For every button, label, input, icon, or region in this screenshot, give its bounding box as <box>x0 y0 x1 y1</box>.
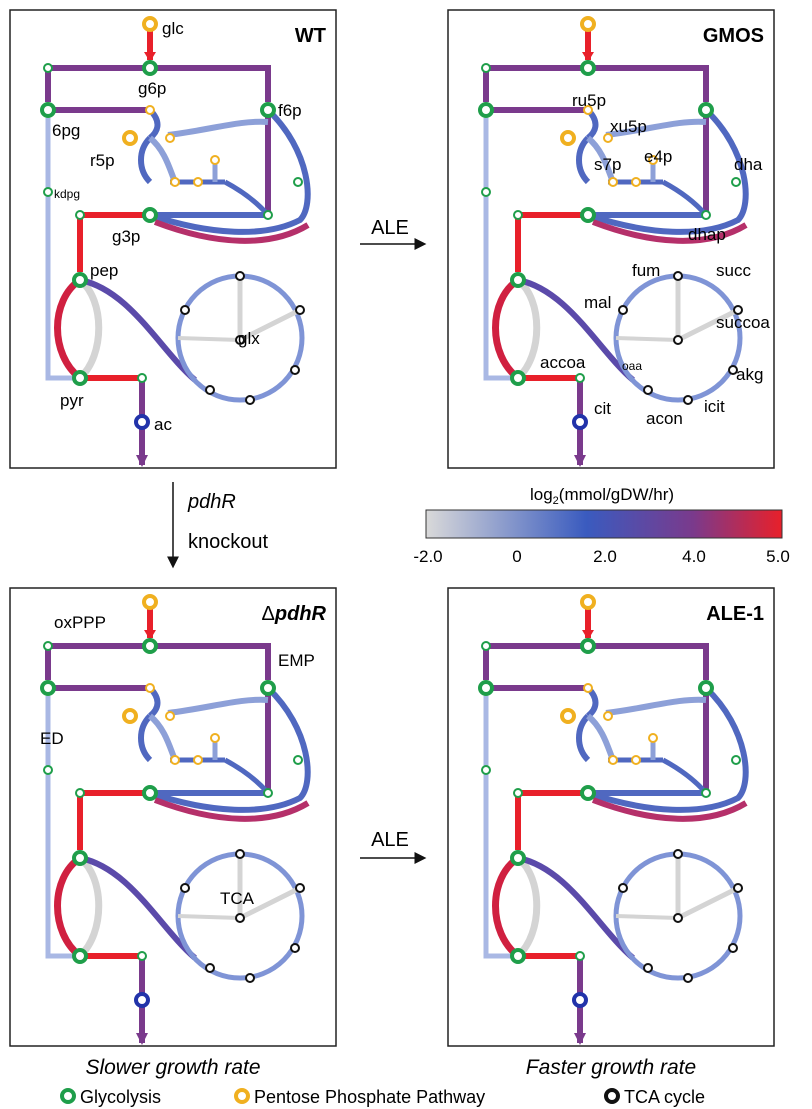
transition-knockout: pdhR knockout <box>167 482 268 569</box>
legend-ppp-label: Pentose Phosphate Pathway <box>254 1087 485 1107</box>
colorbar: log2(mmol/gDW/hr) -2.0 0 2.0 4.0 5.0 <box>413 485 789 566</box>
colorbar-tick-4: 5.0 <box>766 547 790 566</box>
label-ac: ac <box>154 415 172 434</box>
panel-dpdhr: ΔpdhR oxPPP EMP ED TCA <box>9 587 337 1046</box>
label-6pg: 6pg <box>52 121 80 140</box>
label-kdpg: kdpg <box>54 187 80 201</box>
colorbar-tick-2: 2.0 <box>593 547 617 566</box>
transition-bottom-ale-label: ALE <box>371 829 409 851</box>
label-g3p: g3p <box>112 227 140 246</box>
panel-title-wt: WT <box>295 25 326 47</box>
transition-top-ale: ALE <box>360 217 427 250</box>
label-oxppp: oxPPP <box>54 613 106 632</box>
label-succoa: succoa <box>716 313 770 332</box>
label-pyr: pyr <box>60 391 84 410</box>
panel-wt: WT glc g6p f6p 6pg r5p kdpg g3p pep pyr … <box>9 9 337 468</box>
label-dhap: dhap <box>688 225 726 244</box>
legend: Glycolysis Pentose Phosphate Pathway TCA… <box>60 1087 705 1107</box>
label-r5p: r5p <box>90 151 115 170</box>
label-cit: cit <box>594 399 611 418</box>
caption-left: Slower growth rate <box>85 1056 260 1079</box>
panel-title-gmos: GMOS <box>703 25 764 47</box>
panel-ale1: ALE-1 <box>447 587 775 1046</box>
knockout-word: knockout <box>188 531 268 553</box>
label-f6p: f6p <box>278 101 302 120</box>
panel-gmos: GMOS ru5p xu5p s7p e4p dha dhap fum succ… <box>447 9 775 468</box>
label-s7p: s7p <box>594 155 621 174</box>
label-icit: icit <box>704 397 725 416</box>
label-xu5p: xu5p <box>610 117 647 136</box>
transition-bottom-ale: ALE <box>360 829 427 864</box>
caption-right: Faster growth rate <box>526 1056 696 1079</box>
label-e4p: e4p <box>644 147 672 166</box>
legend-ppp-icon <box>234 1088 250 1104</box>
panel-title-ale1: ALE-1 <box>706 603 764 625</box>
label-mal: mal <box>584 293 611 312</box>
legend-tca-label: TCA cycle <box>624 1087 705 1107</box>
label-pep: pep <box>90 261 118 280</box>
panel-title-dpdhr: ΔpdhR <box>262 603 327 625</box>
label-ru5p: ru5p <box>572 91 606 110</box>
knockout-gene: pdhR <box>187 491 236 513</box>
colorbar-tick-0: -2.0 <box>413 547 442 566</box>
label-glc: glc <box>162 19 184 38</box>
legend-tca-icon <box>604 1088 620 1104</box>
transition-top-ale-label: ALE <box>371 217 409 239</box>
label-akg: akg <box>736 365 763 384</box>
colorbar-tick-3: 4.0 <box>682 547 706 566</box>
colorbar-title: log2(mmol/gDW/hr) <box>530 485 674 507</box>
label-ed: ED <box>40 729 64 748</box>
label-dha: dha <box>734 155 763 174</box>
label-glx: glx <box>238 329 260 348</box>
legend-glycolysis-label: Glycolysis <box>80 1087 161 1107</box>
label-emp: EMP <box>278 651 315 670</box>
label-fum: fum <box>632 261 660 280</box>
label-oaa: oaa <box>622 359 642 373</box>
label-succ: succ <box>716 261 751 280</box>
label-tca: TCA <box>220 889 255 908</box>
colorbar-tick-1: 0 <box>512 547 521 566</box>
label-acon: acon <box>646 409 683 428</box>
label-g6p: g6p <box>138 79 166 98</box>
label-accoa: accoa <box>540 353 586 372</box>
legend-glycolysis-icon <box>60 1088 76 1104</box>
